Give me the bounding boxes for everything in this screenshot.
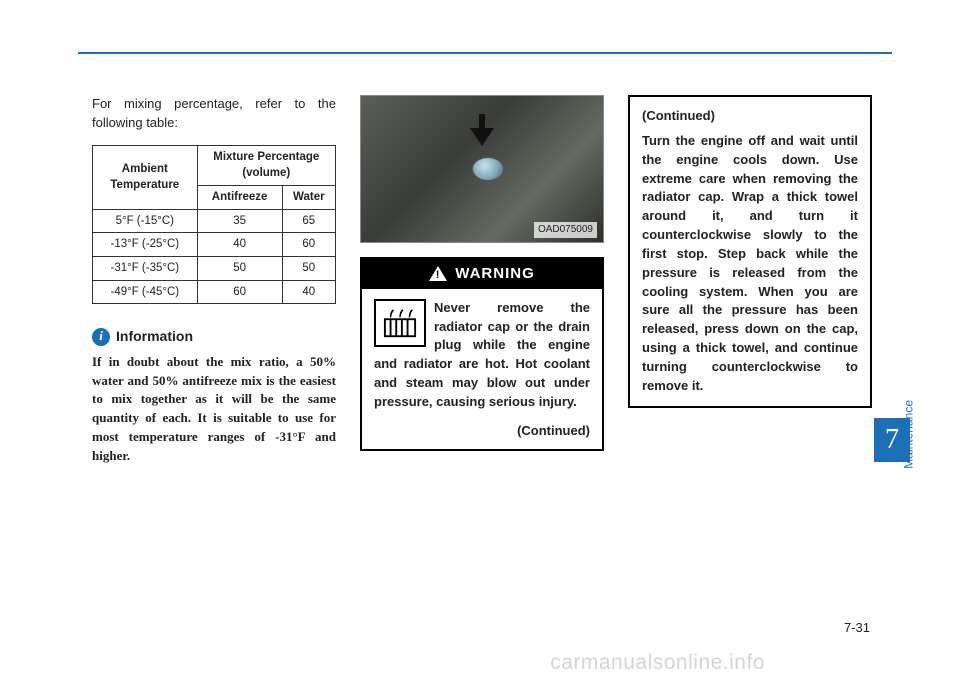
table-sub-antifreeze: Antifreeze bbox=[197, 186, 282, 210]
table-corner-header: Ambient Temperature bbox=[93, 145, 198, 209]
warning-label: WARNING bbox=[455, 263, 535, 285]
table-row: -49°F (-45°C) 60 40 bbox=[93, 280, 336, 304]
continued-heading: (Continued) bbox=[642, 107, 858, 126]
radiator-cap-spot bbox=[472, 157, 504, 181]
column-right: (Continued) Turn the engine off and wait… bbox=[628, 95, 872, 466]
page-number: 7-31 bbox=[844, 620, 870, 635]
watermark: carmanualsonline.info bbox=[550, 651, 765, 675]
continued-box: (Continued) Turn the engine off and wait… bbox=[628, 95, 872, 408]
information-heading: i Information bbox=[92, 326, 336, 346]
warning-triangle-icon bbox=[429, 266, 447, 281]
column-middle: OAD075009 WARNING bbox=[360, 95, 604, 466]
warning-header: WARNING bbox=[362, 259, 602, 289]
engine-image: OAD075009 bbox=[360, 95, 604, 243]
mixture-table: Ambient Temperature Mixture Percentage (… bbox=[92, 145, 336, 305]
image-code: OAD075009 bbox=[534, 222, 597, 239]
info-label: Information bbox=[116, 326, 193, 346]
chapter-number: 7 bbox=[874, 418, 910, 462]
table-row: 5°F (-15°C) 35 65 bbox=[93, 209, 336, 233]
hot-radiator-icon bbox=[374, 299, 426, 347]
warning-box: WARNING Never remove the radiator bbox=[360, 257, 604, 451]
warning-body: Never remove the radiator cap or the dra… bbox=[362, 289, 602, 449]
column-left: For mixing percentage, refer to the foll… bbox=[92, 95, 336, 466]
table-mix-header: Mixture Percentage (volume) bbox=[197, 145, 335, 185]
information-text: If in doubt about the mix ratio, a 50% w… bbox=[92, 353, 336, 466]
continued-label: (Continued) bbox=[374, 422, 590, 441]
table-sub-water: Water bbox=[282, 186, 335, 210]
table-row: -31°F (-35°C) 50 50 bbox=[93, 257, 336, 281]
info-icon: i bbox=[92, 328, 110, 346]
table-row: -13°F (-25°C) 40 60 bbox=[93, 233, 336, 257]
intro-text: For mixing percentage, refer to the foll… bbox=[92, 95, 336, 133]
page-body: For mixing percentage, refer to the foll… bbox=[92, 95, 872, 466]
continued-text: Turn the engine off and wait until the e… bbox=[642, 132, 858, 396]
top-separator bbox=[78, 52, 892, 54]
